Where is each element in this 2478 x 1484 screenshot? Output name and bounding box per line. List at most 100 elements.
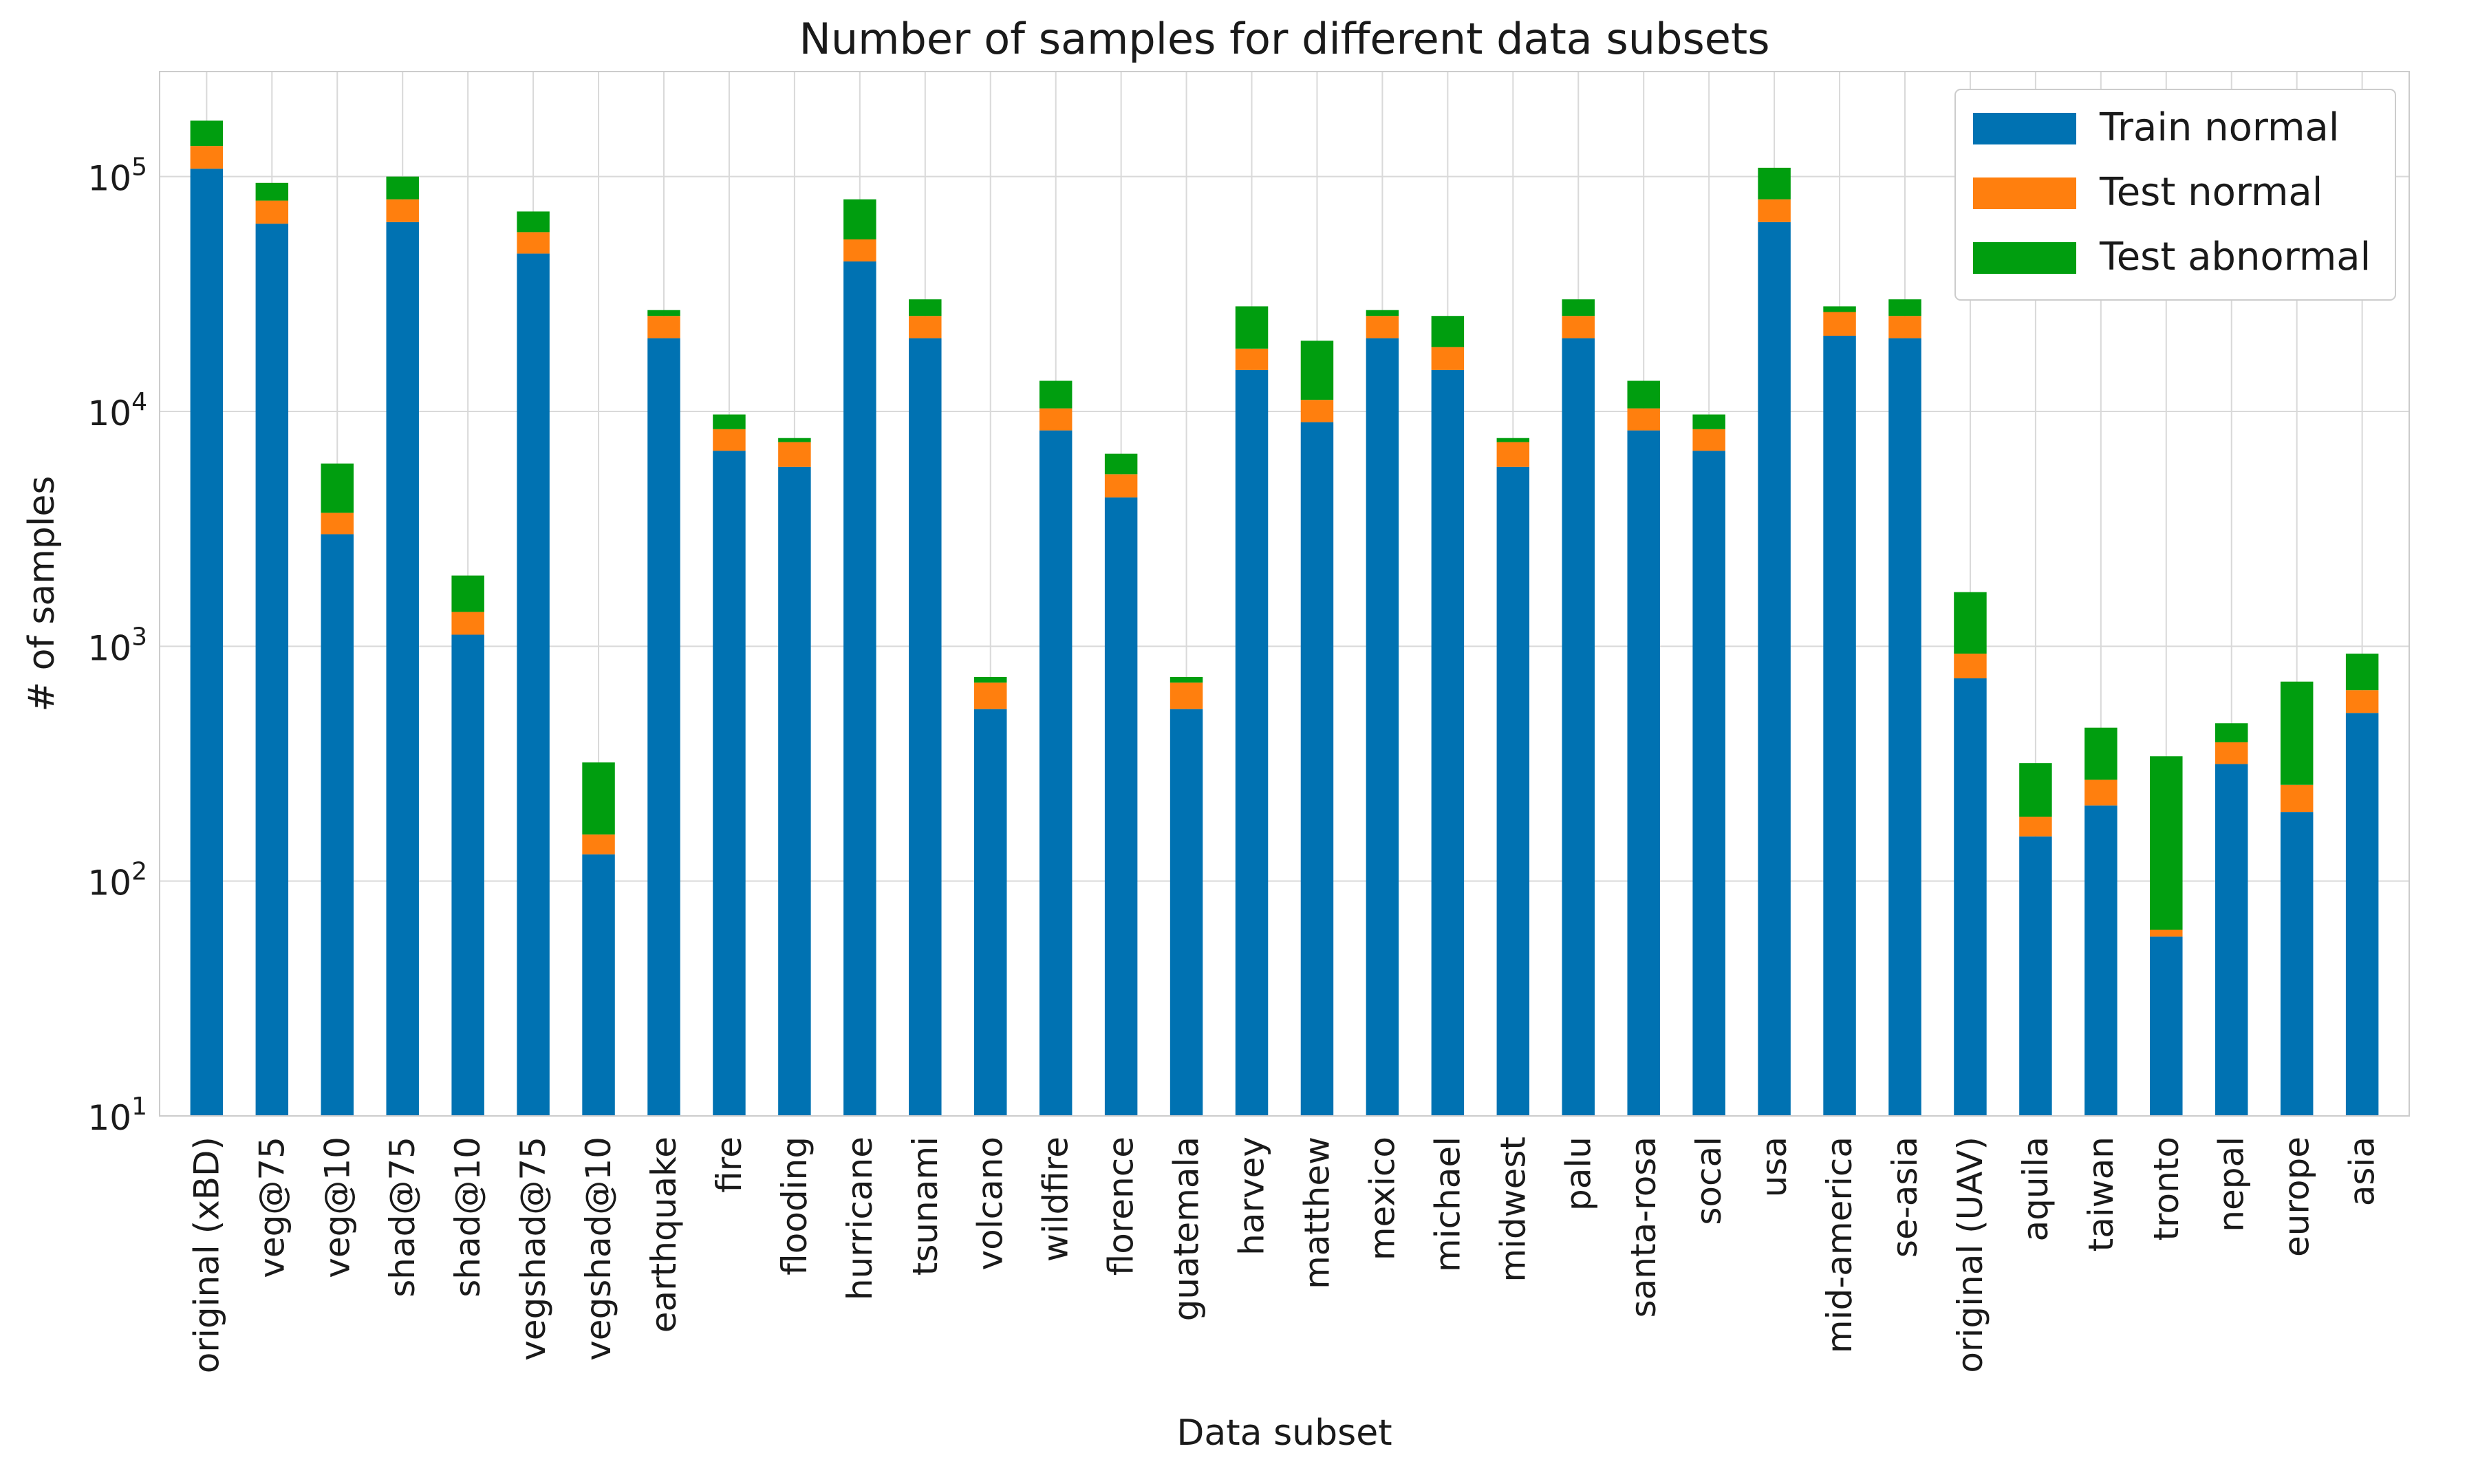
bar-test-normal-shad-10 bbox=[451, 612, 484, 635]
bar-train-normal-michael bbox=[1431, 369, 1465, 1117]
bar-test-normal-usa bbox=[1758, 199, 1791, 222]
bar-test-abnormal-volcano bbox=[973, 676, 1007, 683]
bar-train-normal-matthew bbox=[1300, 422, 1334, 1116]
bar-train-normal-original-xbd- bbox=[190, 169, 224, 1116]
bar-train-normal-volcano bbox=[973, 709, 1007, 1116]
bar-test-normal-wildfire bbox=[1039, 408, 1073, 431]
x-tick-label: harvey bbox=[1232, 1137, 1272, 1256]
bar-test-normal-nepal bbox=[2215, 742, 2248, 764]
bar-train-normal-hurricane bbox=[843, 261, 876, 1117]
bar-train-normal-tronto bbox=[2150, 936, 2183, 1116]
x-tick-label: wildfire bbox=[1036, 1137, 1076, 1262]
x-tick-label: vegshad@10 bbox=[579, 1137, 618, 1361]
y-tick-label: 104 bbox=[87, 388, 147, 433]
x-tick-label: flooding bbox=[775, 1137, 815, 1276]
x-tick-label: matthew bbox=[1297, 1137, 1337, 1289]
bar-train-normal-palu bbox=[1562, 338, 1595, 1116]
x-tick-label: guatemala bbox=[1167, 1137, 1207, 1321]
bar-test-normal-tronto bbox=[2150, 929, 2183, 937]
bar-test-normal-hurricane bbox=[843, 239, 876, 262]
bar-train-normal-europe bbox=[2280, 812, 2314, 1116]
bar-test-normal-palu bbox=[1562, 316, 1595, 338]
bar-test-normal-veg-75 bbox=[255, 200, 289, 224]
bar-test-normal-veg-10 bbox=[321, 513, 354, 535]
x-tick-label: original (UAV) bbox=[1950, 1137, 1990, 1373]
bar-test-abnormal-fire bbox=[713, 414, 746, 429]
bar-train-normal-veg-75 bbox=[255, 224, 289, 1116]
x-tick-label: tronto bbox=[2146, 1137, 2186, 1241]
bar-test-normal-flooding bbox=[778, 442, 811, 467]
x-tick-label: original (xBD) bbox=[186, 1137, 226, 1373]
bar-test-abnormal-socal bbox=[1692, 414, 1725, 429]
bar-test-abnormal-aquila bbox=[2019, 763, 2052, 817]
bar-test-normal-original-xbd- bbox=[190, 146, 224, 169]
y-tick-label: 105 bbox=[87, 153, 147, 199]
bar-test-abnormal-original-xbd- bbox=[190, 120, 224, 147]
bar-test-abnormal-palu bbox=[1562, 299, 1595, 316]
x-tick-label: veg@10 bbox=[317, 1137, 357, 1278]
x-tick-label: asia bbox=[2342, 1137, 2382, 1206]
bar-test-normal-vegshad-10 bbox=[582, 834, 615, 854]
bar-test-abnormal-michael bbox=[1431, 316, 1465, 347]
legend-swatch-train-normal bbox=[1973, 113, 2076, 144]
bar-test-abnormal-taiwan bbox=[2084, 727, 2118, 780]
bar-test-abnormal-mid-america bbox=[1823, 306, 1856, 312]
legend-label-test-abnormal: Test abnormal bbox=[2099, 235, 2371, 279]
bar-train-normal-florence bbox=[1104, 497, 1138, 1116]
bar-train-normal-shad-75 bbox=[386, 222, 419, 1116]
bar-train-normal-mexico bbox=[1366, 338, 1399, 1116]
bar-test-abnormal-veg-75 bbox=[255, 182, 289, 201]
x-tick-label: florence bbox=[1101, 1137, 1141, 1276]
bar-test-abnormal-flooding bbox=[778, 438, 811, 442]
x-tick-label: usa bbox=[1754, 1137, 1794, 1197]
x-tick-label: hurricane bbox=[840, 1137, 880, 1300]
x-tick-label: socal bbox=[1689, 1137, 1729, 1225]
x-tick-label: mid-america bbox=[1820, 1137, 1860, 1353]
bar-test-normal-mid-america bbox=[1823, 312, 1856, 336]
bar-test-normal-tsunami bbox=[909, 316, 942, 338]
bar-test-abnormal-wildfire bbox=[1039, 380, 1073, 409]
bar-test-normal-matthew bbox=[1300, 400, 1334, 422]
bar-test-abnormal-tronto bbox=[2150, 756, 2183, 930]
x-tick-label: fire bbox=[709, 1137, 749, 1193]
bar-test-abnormal-mexico bbox=[1366, 310, 1399, 316]
y-tick-label: 102 bbox=[87, 858, 147, 903]
bar-test-abnormal-europe bbox=[2280, 681, 2314, 785]
legend: Train normal Test normal Test abnormal bbox=[1954, 89, 2396, 301]
x-tick-label: santa-rosa bbox=[1624, 1137, 1663, 1318]
bar-test-normal-midwest bbox=[1496, 442, 1530, 467]
bar-train-normal-flooding bbox=[778, 466, 811, 1116]
bar-train-normal-se-asia bbox=[1888, 338, 1921, 1116]
x-tick-label: se-asia bbox=[1885, 1137, 1925, 1258]
x-tick-label: aquila bbox=[2016, 1137, 2056, 1242]
bar-train-normal-midwest bbox=[1496, 466, 1530, 1116]
bar-test-abnormal-se-asia bbox=[1888, 299, 1921, 316]
x-tick-label: veg@75 bbox=[252, 1137, 292, 1278]
bar-test-normal-original-uav- bbox=[1954, 654, 1987, 678]
bar-test-normal-harvey bbox=[1235, 348, 1269, 370]
bar-train-normal-earthquake bbox=[647, 338, 680, 1116]
bar-train-normal-shad-10 bbox=[451, 634, 484, 1116]
x-tick-label: tsunami bbox=[905, 1137, 945, 1276]
bar-test-normal-guatemala bbox=[1170, 682, 1203, 709]
bar-test-normal-mexico bbox=[1366, 316, 1399, 338]
bar-train-normal-socal bbox=[1692, 451, 1725, 1116]
bar-train-normal-fire bbox=[713, 451, 746, 1116]
bar-train-normal-tsunami bbox=[909, 338, 942, 1116]
x-tick-label: shad@10 bbox=[448, 1137, 488, 1298]
x-tick-label: nepal bbox=[2212, 1137, 2252, 1232]
bar-test-normal-taiwan bbox=[2084, 779, 2118, 806]
bar-test-abnormal-santa-rosa bbox=[1627, 380, 1660, 409]
bar-test-abnormal-shad-10 bbox=[451, 575, 484, 612]
x-tick-label: midwest bbox=[1493, 1137, 1533, 1282]
bar-test-abnormal-earthquake bbox=[647, 310, 680, 316]
chart-title: Number of samples for different data sub… bbox=[799, 14, 1769, 64]
bar-test-normal-socal bbox=[1692, 429, 1725, 451]
bar-train-normal-original-uav- bbox=[1954, 678, 1987, 1116]
bar-test-normal-volcano bbox=[973, 682, 1007, 709]
bar-test-abnormal-usa bbox=[1758, 167, 1791, 200]
x-tick-label: taiwan bbox=[2081, 1137, 2121, 1251]
bar-train-normal-aquila bbox=[2019, 836, 2052, 1116]
